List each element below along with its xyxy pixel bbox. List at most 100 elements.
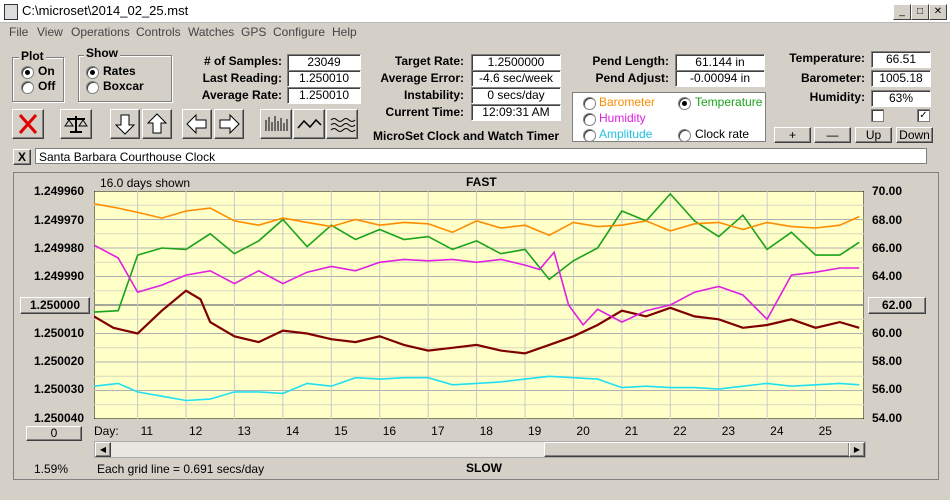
right-tick-2: 66.00	[872, 241, 903, 255]
env-checkbox-2[interactable]: ✓	[917, 109, 930, 122]
scrollbar-thumb[interactable]	[544, 442, 850, 457]
last-reading-field[interactable]: 1.250010	[287, 70, 361, 87]
left-tick-1: 1.249970	[33, 213, 84, 227]
plot-on-radio[interactable]	[21, 66, 34, 79]
humidity-field[interactable]: 63%	[871, 90, 931, 107]
day-tick-23: 23	[721, 424, 736, 438]
samples-field[interactable]: 23049	[287, 54, 361, 71]
barometer-field[interactable]: 1005.18	[871, 70, 931, 87]
line-view-button[interactable]	[293, 109, 325, 139]
samples-label: # of Samples:	[203, 54, 282, 68]
balance-button[interactable]	[60, 109, 92, 139]
current-time-field[interactable]: 12:09:31 AM	[471, 104, 561, 121]
day-tick-14: 14	[285, 424, 300, 438]
show-rates-radio[interactable]	[86, 66, 99, 79]
left-tick-2: 1.249980	[33, 241, 84, 255]
average-rate-field[interactable]: 1.250010	[287, 87, 361, 104]
temperature-field[interactable]: 66.51	[871, 51, 931, 68]
day-tick-22: 22	[673, 424, 687, 438]
menu-gps[interactable]: GPS	[241, 25, 267, 39]
average-error-field[interactable]: -4.6 sec/week	[471, 70, 561, 87]
fast-label: FAST	[466, 175, 497, 189]
menu-help[interactable]: Help	[332, 25, 357, 39]
up-button[interactable]: Up	[855, 127, 892, 143]
sensor-humidity-label: Humidity	[599, 111, 646, 125]
menu-configure[interactable]: Configure	[273, 25, 326, 39]
series-temperature	[94, 192, 860, 313]
pend-length-field[interactable]: 61.144 in	[675, 54, 765, 71]
show-boxcar-radio[interactable]	[86, 81, 99, 94]
offset-value-button[interactable]: 0	[26, 426, 82, 441]
minus-button[interactable]: —	[814, 127, 851, 143]
right-tick-3: 64.00	[872, 269, 903, 283]
sensor-amplitude-radio[interactable]	[583, 129, 596, 142]
maximize-button[interactable]: □	[911, 4, 929, 20]
right-tick-7: 56.00	[872, 382, 903, 396]
day-tick-11: 11	[140, 424, 154, 438]
arrow-right-button[interactable]	[214, 109, 244, 139]
series-humidity	[94, 244, 860, 327]
left-tick-3: 1.249990	[33, 269, 84, 283]
right-tick-5: 60.00	[872, 326, 903, 340]
wave-icon	[330, 118, 356, 132]
bar-chart-icon	[265, 116, 288, 131]
close-clock-button[interactable]: X	[13, 149, 31, 165]
slow-label: SLOW	[466, 461, 502, 475]
pend-adjust-field[interactable]: -0.00094 in	[675, 70, 765, 87]
left-tick-5: 1.250010	[33, 326, 84, 340]
instability-field[interactable]: 0 secs/day	[471, 87, 561, 104]
sensor-humidity-radio[interactable]	[583, 113, 596, 126]
down-button[interactable]: Down	[896, 127, 933, 143]
chart-plot-area	[94, 191, 864, 419]
instability-label: Instability:	[403, 88, 464, 102]
left-center-button[interactable]: 1.250000	[20, 297, 90, 314]
menu-file[interactable]: File	[9, 25, 29, 39]
stop-button[interactable]	[12, 109, 44, 139]
plot-off-label: Off	[38, 79, 56, 93]
scroll-right-button[interactable]: ▶	[849, 442, 865, 457]
plot-off-radio[interactable]	[21, 81, 34, 94]
day-tick-19: 19	[528, 424, 542, 438]
average-error-label: Average Error:	[380, 71, 464, 85]
pend-adjust-label: Pend Adjust:	[595, 71, 669, 85]
app-name: MicroSet Clock and Watch Timer	[373, 129, 560, 143]
humidity-label: Humidity:	[809, 90, 865, 104]
right-tick-8: 54.00	[872, 411, 903, 425]
plus-button[interactable]: +	[774, 127, 811, 143]
close-window-button[interactable]: ✕	[929, 4, 947, 20]
arrow-down-button[interactable]	[110, 109, 140, 139]
sensor-temperature-radio[interactable]	[678, 97, 691, 110]
env-checkbox-1[interactable]	[871, 109, 884, 122]
sensor-barometer-radio[interactable]	[583, 97, 596, 110]
menu-view[interactable]: View	[37, 25, 63, 39]
temperature-label: Temperature:	[789, 51, 865, 65]
sensor-amplitude-label: Amplitude	[599, 127, 653, 141]
wave-view-button[interactable]	[326, 109, 358, 139]
day-tick-15: 15	[334, 424, 348, 438]
arrow-down-icon	[114, 114, 136, 135]
series-amplitude	[94, 375, 860, 402]
bars-view-button[interactable]	[260, 109, 292, 139]
sensor-select-box	[572, 92, 766, 142]
menu-operations[interactable]: Operations	[71, 25, 130, 39]
clock-name-field[interactable]: Santa Barbara Courthouse Clock	[35, 148, 927, 164]
right-center-button[interactable]: 62.00	[868, 297, 926, 314]
scroll-left-button[interactable]: ◀	[95, 442, 111, 457]
plot-on-label: On	[38, 64, 55, 78]
left-tick-6: 1.250020	[33, 354, 84, 368]
line-chart-icon	[297, 118, 322, 129]
target-rate-field[interactable]: 1.2500000	[471, 54, 561, 71]
footer-percent: 1.59%	[34, 462, 69, 476]
arrow-up-icon	[146, 113, 168, 134]
arrow-left-icon	[186, 113, 207, 135]
arrow-left-button[interactable]	[182, 109, 212, 139]
sensor-temperature-label: Temperature	[695, 95, 763, 109]
minimize-button[interactable]: _	[893, 4, 911, 20]
arrow-right-icon	[219, 113, 240, 135]
arrow-up-button[interactable]	[142, 109, 172, 139]
menu-watches[interactable]: Watches	[188, 25, 235, 39]
menu-controls[interactable]: Controls	[136, 25, 181, 39]
day-tick-25: 25	[818, 424, 832, 438]
sensor-clockrate-radio[interactable]	[678, 129, 691, 142]
current-time-label: Current Time:	[385, 105, 464, 119]
